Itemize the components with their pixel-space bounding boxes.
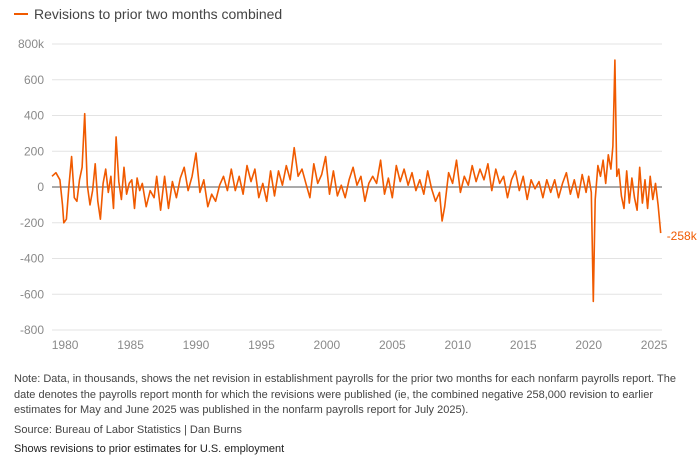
y-tick-label: 200	[24, 144, 44, 158]
x-tick-label: 2015	[510, 338, 537, 352]
x-tick-label: 1985	[117, 338, 144, 352]
y-tick-label: 800k	[18, 37, 45, 51]
y-tick-label: -200	[20, 216, 44, 230]
legend: Revisions to prior two months combined	[14, 6, 282, 22]
chart-caption: Shows revisions to prior estimates for U…	[14, 443, 285, 455]
y-tick-label: 0	[37, 180, 44, 194]
y-tick-label: 400	[24, 109, 44, 123]
x-tick-label: 2010	[444, 338, 471, 352]
legend-swatch	[14, 13, 28, 15]
x-tick-label: 2005	[379, 338, 406, 352]
y-tick-label: 600	[24, 73, 44, 87]
y-tick-label: -400	[20, 252, 44, 266]
x-tick-label: 2000	[314, 338, 341, 352]
chart-note: Note: Data, in thousands, shows the net …	[14, 373, 676, 416]
legend-label: Revisions to prior two months combined	[34, 6, 283, 22]
end-value-label: -258k	[667, 229, 698, 243]
x-tick-label: 1995	[248, 338, 275, 352]
x-tick-label: 1990	[183, 338, 210, 352]
x-tick-label: 2020	[575, 338, 602, 352]
x-tick-label: 1980	[52, 338, 79, 352]
chart-source: Source: Bureau of Labor Statistics | Dan…	[14, 424, 242, 436]
y-tick-label: -800	[20, 323, 44, 337]
x-tick-label: 2025	[641, 338, 668, 352]
y-tick-label: -600	[20, 287, 44, 301]
series-line	[51, 59, 662, 303]
